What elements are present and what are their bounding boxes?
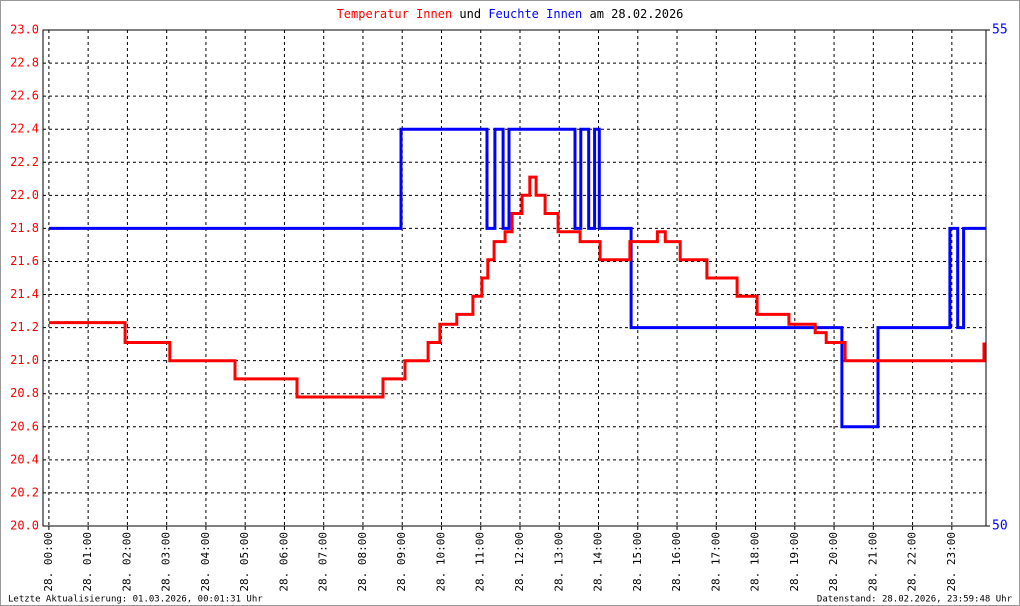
x-tick-label: 28. 00:00 xyxy=(42,532,55,592)
x-tick-label: 28. 06:00 xyxy=(277,532,290,592)
x-tick-label: 28. 11:00 xyxy=(474,532,487,592)
x-tick-label: 28. 18:00 xyxy=(749,532,762,592)
x-tick-label: 28. 13:00 xyxy=(552,532,565,592)
y-tick-label: 23.0 xyxy=(10,23,39,37)
x-tick-label: 28. 05:00 xyxy=(238,532,251,592)
footer-right: Datenstand: 28.02.2026, 23:59:48 Uhr xyxy=(817,595,1013,605)
title-connector: und xyxy=(459,7,481,21)
y2-tick-label: 55 xyxy=(992,23,1008,38)
footer-left: Letzte Aktualisierung: 01.03.2026, 00:01… xyxy=(8,595,263,605)
x-tick-label: 28. 14:00 xyxy=(592,532,605,592)
y-tick-label: 20.8 xyxy=(10,386,39,400)
title-date: am 28.02.2026 xyxy=(589,7,683,21)
x-tick-label: 28. 19:00 xyxy=(788,532,801,592)
series-line xyxy=(48,127,986,429)
x-tick-label: 28. 08:00 xyxy=(356,532,369,592)
x-tick-label: 28. 17:00 xyxy=(709,532,722,592)
x-tick-label: 28. 15:00 xyxy=(631,532,644,592)
y-tick-label: 20.2 xyxy=(10,485,39,499)
x-tick-label: 28. 23:00 xyxy=(945,532,958,592)
y-tick-label: 22.8 xyxy=(10,56,39,70)
y-tick-label: 22.4 xyxy=(10,122,39,136)
x-tick-label: 28. 04:00 xyxy=(199,532,212,592)
y-tick-label: 22.0 xyxy=(10,188,39,202)
y-tick-label: 21.6 xyxy=(10,254,39,268)
x-tick-label: 28. 12:00 xyxy=(513,532,526,592)
y-tick-label: 21.4 xyxy=(10,287,39,301)
y-tick-label: 21.2 xyxy=(10,320,39,334)
x-tick-label: 28. 02:00 xyxy=(120,532,133,592)
y-tick-label: 22.6 xyxy=(10,89,39,103)
y-tick-label: 20.4 xyxy=(10,452,39,466)
x-tick-label: 28. 03:00 xyxy=(160,532,173,592)
x-tick-label: 28. 22:00 xyxy=(906,532,919,592)
x-tick-label: 28. 01:00 xyxy=(81,532,94,592)
title-series-2: Feuchte Innen xyxy=(488,7,582,21)
y-tick-label: 20.0 xyxy=(10,519,39,533)
series-line xyxy=(48,175,986,399)
x-tick-label: 28. 09:00 xyxy=(395,532,408,592)
plot-border xyxy=(42,29,987,527)
x-tick-label: 28. 20:00 xyxy=(827,532,840,592)
y-tick-label: 21.8 xyxy=(10,221,39,235)
y-tick-label: 20.6 xyxy=(10,419,39,433)
x-tick-label: 28. 21:00 xyxy=(866,532,879,592)
title-series-1: Temperatur Innen xyxy=(337,7,453,21)
y-tick-label: 21.0 xyxy=(10,353,39,367)
x-tick-label: 28. 16:00 xyxy=(670,532,683,592)
chart-title: Temperatur Innen und Feuchte Innen am 28… xyxy=(337,7,684,21)
y2-tick-label: 50 xyxy=(992,519,1008,534)
y-tick-label: 22.2 xyxy=(10,155,39,169)
x-tick-label: 28. 10:00 xyxy=(434,532,447,592)
x-tick-label: 28. 07:00 xyxy=(317,532,330,592)
